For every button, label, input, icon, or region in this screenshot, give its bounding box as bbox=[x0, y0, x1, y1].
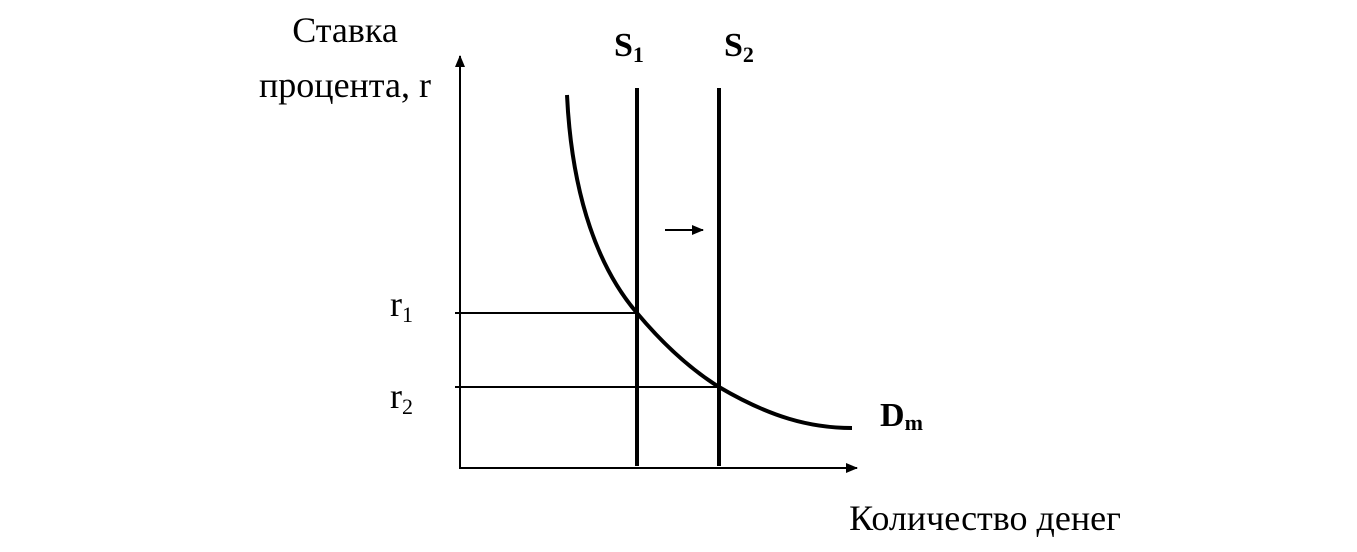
dm-main: D bbox=[880, 397, 905, 434]
s2-label: S2 bbox=[724, 27, 754, 67]
s1-label: S1 bbox=[614, 27, 644, 67]
y-axis-label: Ставка bbox=[292, 10, 398, 50]
x-axis-label: Количество денег bbox=[849, 498, 1121, 538]
r2-main: r bbox=[390, 376, 402, 416]
r1-label: r1 bbox=[390, 284, 413, 327]
s2-main: S bbox=[724, 27, 743, 64]
r2-sub: 2 bbox=[402, 394, 413, 419]
y-axis-label: процента, r bbox=[259, 65, 431, 105]
s2-sub: 2 bbox=[743, 42, 754, 67]
s1-sub: 1 bbox=[633, 42, 644, 67]
demand-curve bbox=[565, 94, 853, 430]
s1-main: S bbox=[614, 27, 633, 64]
r2-label: r2 bbox=[390, 376, 413, 419]
r1-sub: 1 bbox=[402, 302, 413, 327]
dm-label: Dm bbox=[880, 397, 923, 435]
dm-sub: m bbox=[905, 410, 923, 435]
r1-main: r bbox=[390, 284, 402, 324]
